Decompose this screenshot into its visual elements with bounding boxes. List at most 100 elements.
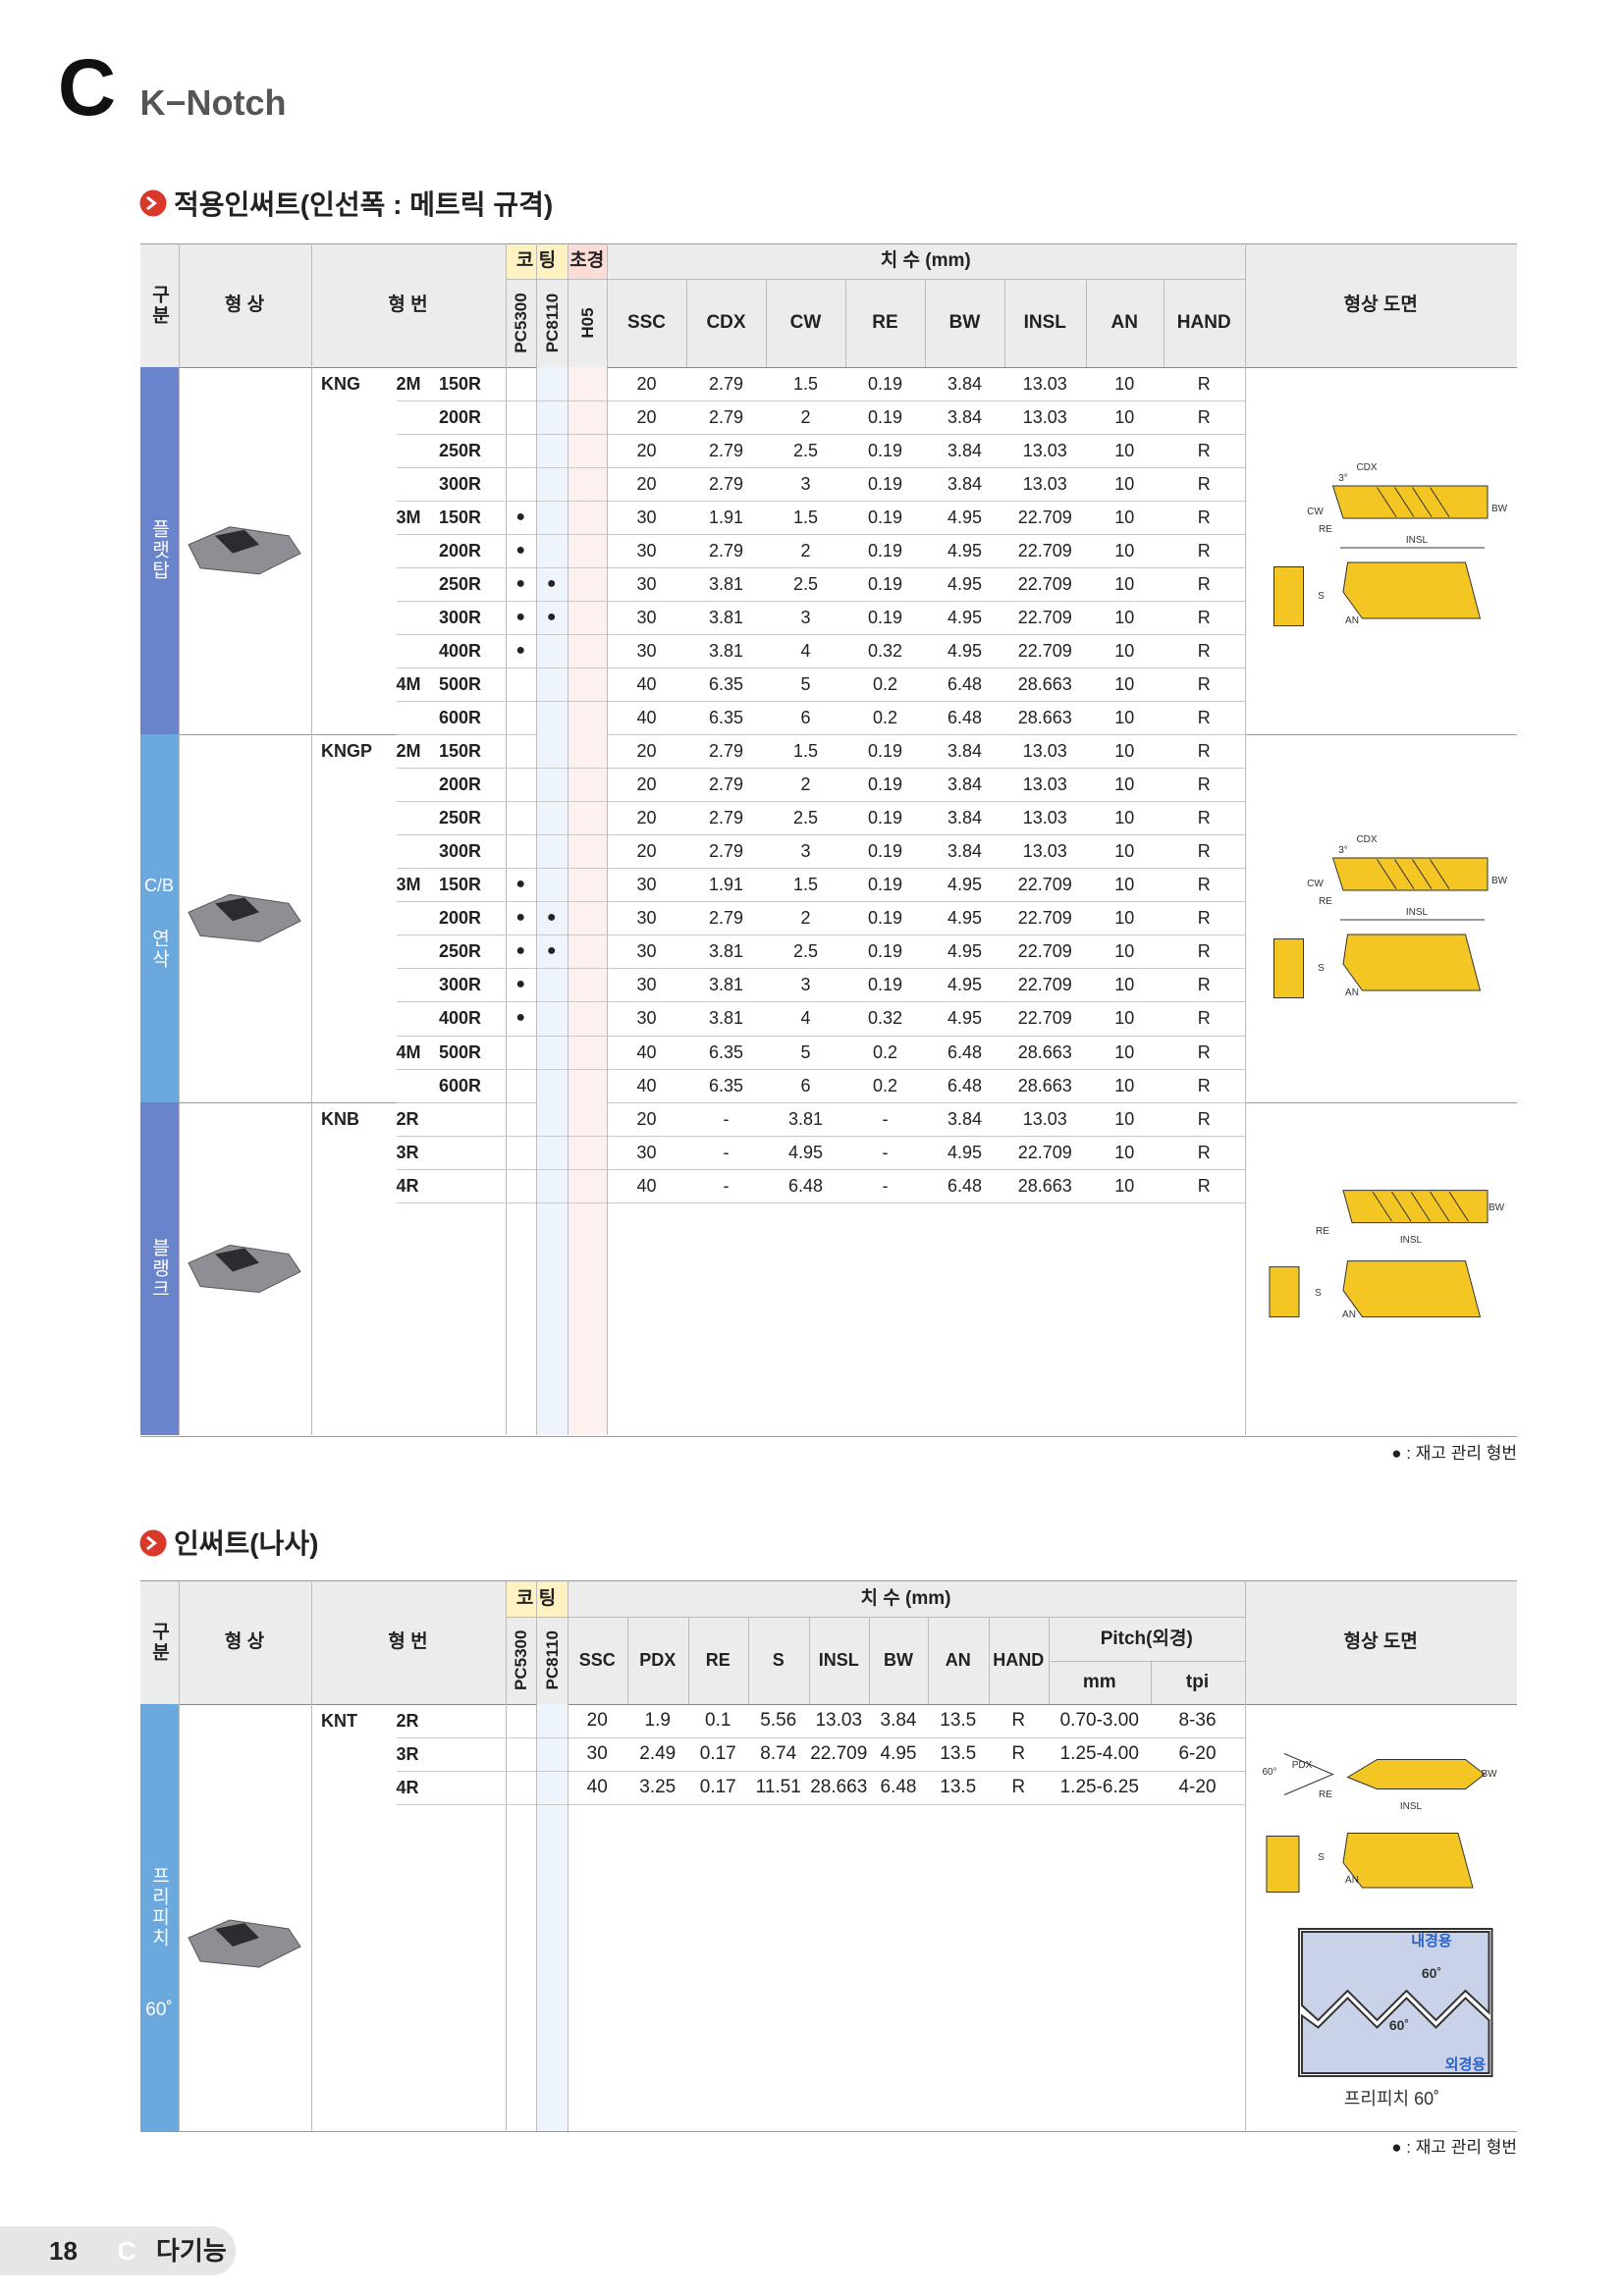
dim-value: 40 bbox=[586, 1777, 608, 1798]
rule bbox=[396, 500, 1245, 502]
dim-value: 2.5 bbox=[792, 440, 819, 460]
dim-value: 4-20 bbox=[1178, 1777, 1217, 1798]
rule bbox=[396, 600, 1245, 602]
diagram-label: BW bbox=[1481, 1768, 1497, 1780]
dim-value: 30 bbox=[636, 607, 657, 627]
coating-tint bbox=[536, 1101, 568, 1436]
dim-header: AN bbox=[945, 1650, 971, 1671]
diagram-side bbox=[1273, 566, 1304, 626]
rule bbox=[396, 1168, 1245, 1170]
dim-value: 2 bbox=[800, 540, 811, 561]
model-family: KNGP bbox=[321, 741, 373, 762]
model-size: 3M bbox=[396, 875, 421, 895]
diagram-stripe bbox=[1430, 487, 1450, 517]
carbide-tint bbox=[567, 734, 607, 1102]
group-label: 프리피치 bbox=[148, 1865, 170, 1949]
dim-value: 10 bbox=[1114, 1008, 1135, 1029]
dim-value: 3.84 bbox=[947, 406, 983, 427]
dim-value: R bbox=[1197, 373, 1211, 394]
dim-value: 2.79 bbox=[708, 540, 744, 561]
dim-value: R bbox=[1011, 1743, 1026, 1765]
dim-value: 6.48 bbox=[947, 673, 983, 694]
diagram-label: RE bbox=[1316, 1225, 1329, 1237]
dim-value: 3.84 bbox=[947, 1108, 983, 1129]
insert-photo-face bbox=[215, 529, 259, 554]
bullet-arrow bbox=[146, 1535, 157, 1551]
dim-value: 10 bbox=[1114, 406, 1135, 427]
group-label: C/B bbox=[143, 876, 174, 896]
dim-value: 6.48 bbox=[947, 1041, 983, 1062]
dim-value: 22.709 bbox=[1017, 975, 1072, 995]
diagram-label: RE bbox=[1319, 896, 1332, 908]
dim-value: R bbox=[1197, 1008, 1211, 1029]
model-family: KNT bbox=[321, 1710, 357, 1731]
dim-value: 3.81 bbox=[708, 1008, 744, 1029]
model-code: 400R bbox=[439, 640, 482, 661]
dim-value: 20 bbox=[636, 373, 657, 394]
rule bbox=[687, 1617, 689, 1704]
dim-value: 2 bbox=[800, 406, 811, 427]
dim-value: 2.79 bbox=[708, 808, 744, 828]
dim-value: 30 bbox=[636, 1008, 657, 1029]
rule bbox=[396, 1001, 1245, 1003]
rule bbox=[869, 1617, 870, 1704]
dim-value: 22.709 bbox=[1017, 908, 1072, 929]
header-bg bbox=[139, 1579, 1517, 1704]
rule bbox=[396, 1068, 1245, 1070]
dim-value: 2.79 bbox=[708, 908, 744, 929]
model-code: 4R bbox=[396, 1777, 419, 1797]
dim-value: R bbox=[1197, 473, 1211, 494]
dim-value: 10 bbox=[1114, 673, 1135, 694]
dim-value: 28.663 bbox=[1017, 1041, 1072, 1062]
group-label: 플랫탑 bbox=[148, 519, 170, 582]
rule bbox=[139, 1579, 1517, 1581]
rule bbox=[766, 278, 767, 367]
dim-value: R bbox=[1197, 1041, 1211, 1062]
dim-value: 3.81 bbox=[787, 1108, 824, 1129]
dim-value: 6.48 bbox=[947, 1175, 983, 1196]
dim-header: AN bbox=[1110, 312, 1138, 333]
rule bbox=[536, 1703, 537, 2131]
rule bbox=[1004, 278, 1005, 367]
rule bbox=[1244, 1579, 1246, 1704]
footer-section: 다기능 bbox=[156, 2235, 227, 2266]
model-code: 500R bbox=[439, 1041, 482, 1062]
dim-value: R bbox=[1197, 673, 1211, 694]
rule bbox=[925, 278, 926, 367]
dim-value: 0.19 bbox=[867, 741, 903, 762]
dim-value: 0.32 bbox=[867, 1008, 903, 1029]
dim-value: 0.70-3.00 bbox=[1059, 1710, 1139, 1732]
diagram-side bbox=[1273, 938, 1304, 999]
header-cell: 형 번 bbox=[388, 294, 428, 315]
dim-value: - bbox=[882, 1142, 889, 1162]
dim-value: 4.95 bbox=[947, 507, 983, 527]
rule bbox=[1244, 366, 1246, 735]
dim-header: CW bbox=[789, 312, 822, 333]
group-label: 블랭크 bbox=[148, 1238, 170, 1301]
dim-value: 0.19 bbox=[867, 975, 903, 995]
dim-value: 6 bbox=[800, 708, 811, 728]
dim-value: 20 bbox=[636, 473, 657, 494]
dim-value: 6.35 bbox=[708, 1075, 744, 1095]
rule bbox=[505, 1617, 1245, 1618]
rule bbox=[310, 1101, 312, 1436]
dim-header: BW bbox=[884, 1650, 913, 1671]
dim-value: 2 bbox=[800, 908, 811, 929]
diagram-label: 외경용 bbox=[1444, 2056, 1487, 2073]
dim-header: PDX bbox=[639, 1650, 677, 1671]
dim-value: 22.709 bbox=[1017, 640, 1072, 661]
diagram-label: RE bbox=[1319, 1789, 1332, 1800]
dim-value: 20 bbox=[636, 808, 657, 828]
stock-dot: ● bbox=[546, 909, 557, 927]
dim-value: 6.35 bbox=[708, 673, 744, 694]
bullet-arrow bbox=[146, 195, 157, 211]
diagram-label: INSL bbox=[1405, 534, 1429, 546]
dim-value: 6-20 bbox=[1178, 1743, 1217, 1765]
dim-value: 2.79 bbox=[708, 373, 744, 394]
dim-value: 6.48 bbox=[947, 1075, 983, 1095]
model-code: 600R bbox=[439, 708, 482, 728]
diagram-label: CDX bbox=[1356, 462, 1378, 473]
rule bbox=[1150, 1661, 1152, 1704]
stock-dot: ● bbox=[515, 641, 526, 659]
